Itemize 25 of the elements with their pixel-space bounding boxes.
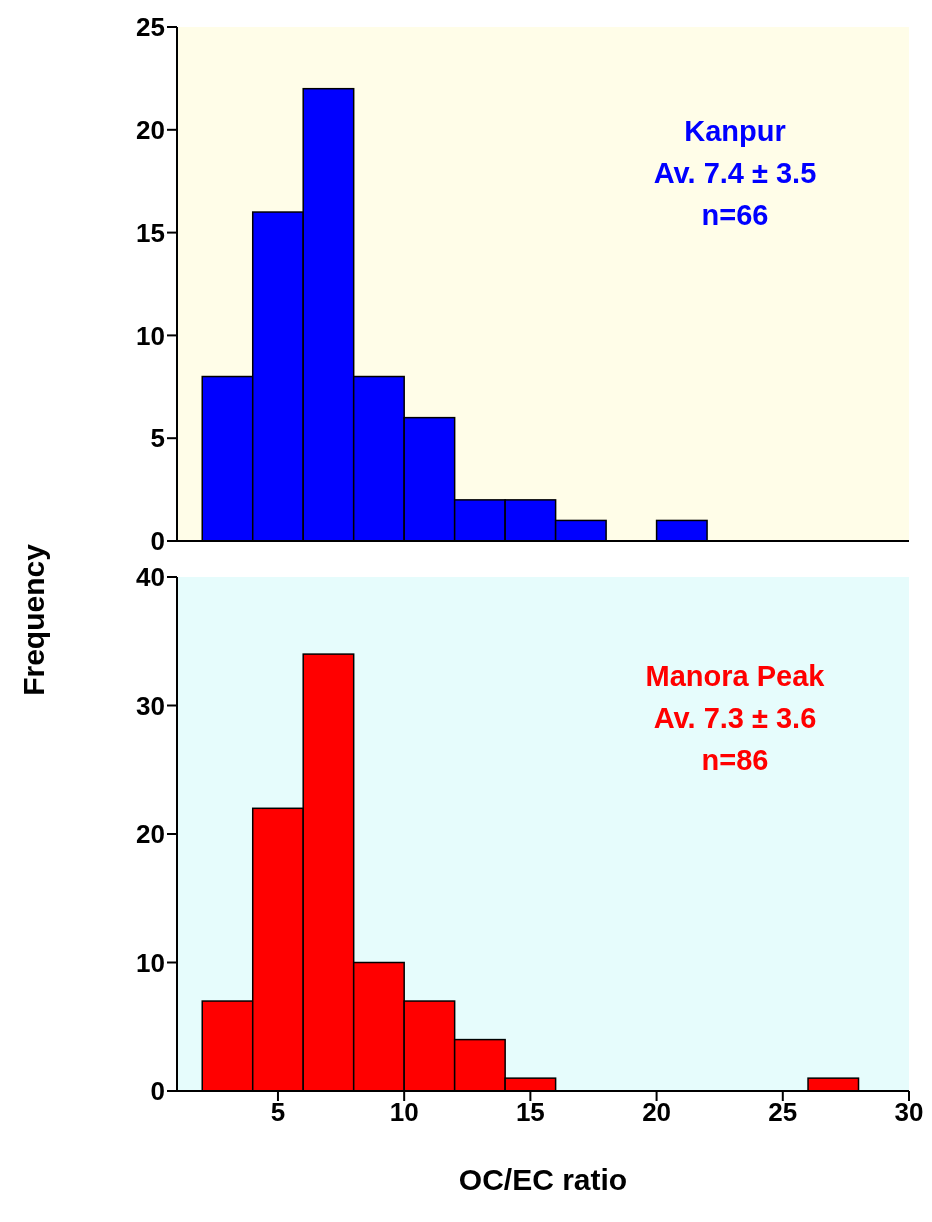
x-axis-title: OC/EC ratio <box>458 1163 628 1197</box>
x-tick-label: 10 <box>389 1097 419 1128</box>
y-tick-label: 20 <box>136 115 165 146</box>
annotation: n=66 <box>700 198 770 233</box>
y-tick-label: 0 <box>150 526 165 557</box>
x-tick-label: 30 <box>894 1097 924 1128</box>
y-tick-label: 10 <box>136 320 165 351</box>
annotation: Manora Peak <box>644 659 826 694</box>
y-axis-title: Frequency <box>17 544 51 696</box>
x-tick-label: 5 <box>270 1097 286 1128</box>
annotation: n=86 <box>700 743 770 778</box>
y-tick-label: 0 <box>150 1076 165 1107</box>
x-tick-label: 15 <box>515 1097 545 1128</box>
y-tick-label: 5 <box>150 423 165 454</box>
y-tick-label: 25 <box>136 12 165 43</box>
y-tick-label: 20 <box>136 819 165 850</box>
x-tick-label: 25 <box>768 1097 798 1128</box>
annotation: Av. 7.4 ± 3.5 <box>652 156 818 191</box>
y-tick-label: 40 <box>136 562 165 593</box>
y-tick-label: 15 <box>136 217 165 248</box>
x-tick-label: 20 <box>642 1097 672 1128</box>
annotation: Kanpur <box>683 114 787 149</box>
annotation: Av. 7.3 ± 3.6 <box>652 701 818 736</box>
y-tick-label: 30 <box>136 690 165 721</box>
y-tick-label: 10 <box>136 947 165 978</box>
